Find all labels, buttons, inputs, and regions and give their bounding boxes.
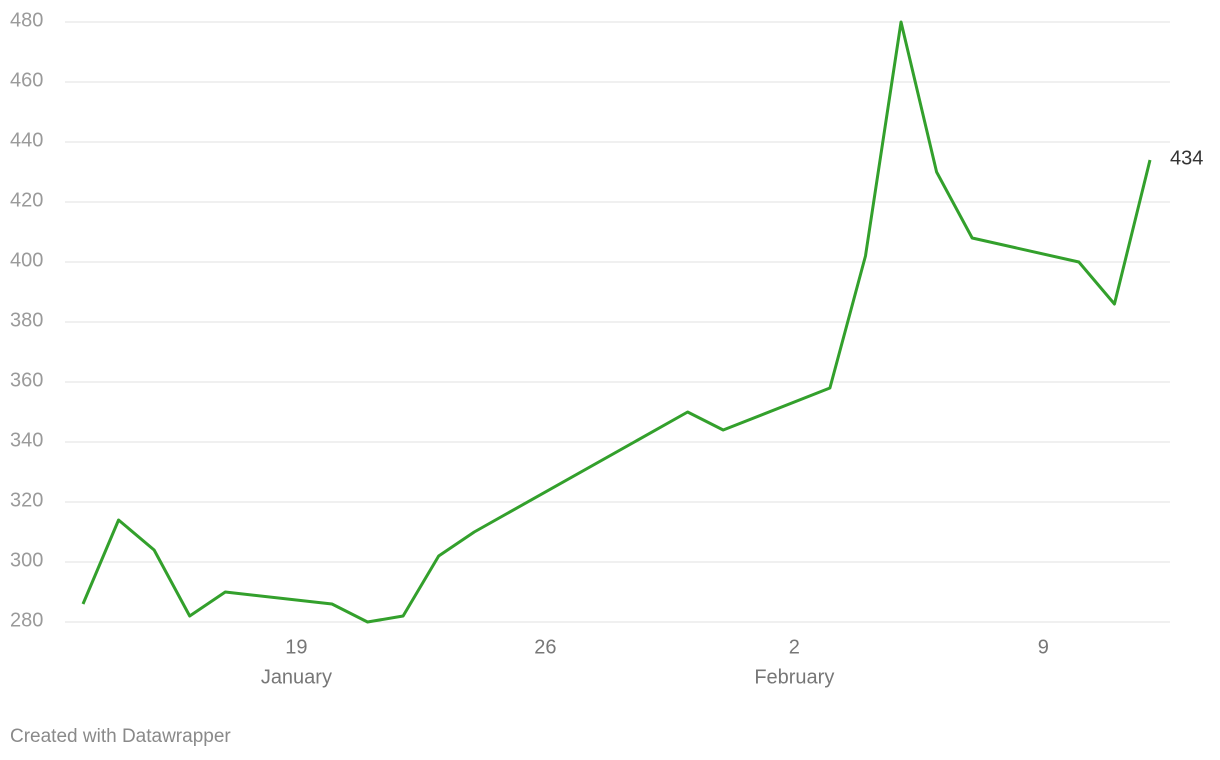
x-month-label: February bbox=[754, 666, 834, 688]
x-tick-label: 9 bbox=[1038, 636, 1049, 658]
y-tick-label: 460 bbox=[10, 69, 43, 91]
y-tick-label: 320 bbox=[10, 489, 43, 511]
x-month-label: January bbox=[261, 666, 332, 688]
y-tick-label: 300 bbox=[10, 549, 43, 571]
y-tick-label: 380 bbox=[10, 309, 43, 331]
x-tick-label: 2 bbox=[789, 636, 800, 658]
y-tick-label: 440 bbox=[10, 129, 43, 151]
x-tick-label: 26 bbox=[534, 636, 556, 658]
footer: Created with Datawrapper bbox=[10, 726, 231, 747]
x-tick-label: 19 bbox=[285, 636, 307, 658]
y-tick-label: 480 bbox=[10, 9, 43, 31]
y-tick-label: 360 bbox=[10, 369, 43, 391]
value-label: 434 bbox=[1170, 147, 1203, 169]
y-tick-label: 280 bbox=[10, 609, 43, 631]
y-tick-label: 400 bbox=[10, 249, 43, 271]
y-tick-label: 420 bbox=[10, 189, 43, 211]
y-tick-label: 340 bbox=[10, 429, 43, 451]
line bbox=[81, 20, 1152, 624]
